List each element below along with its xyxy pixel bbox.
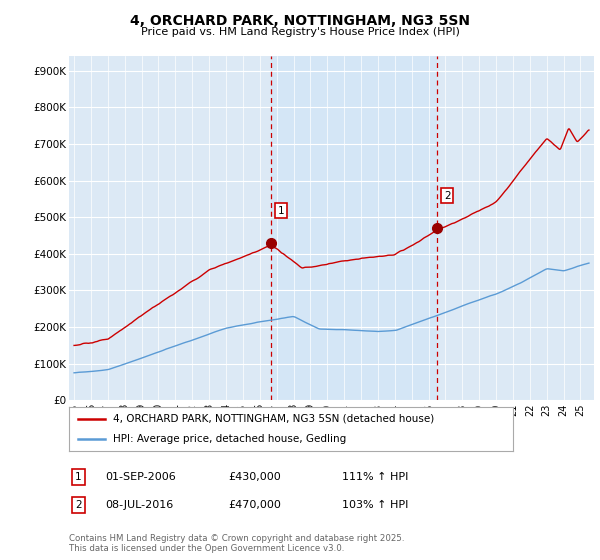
Text: £430,000: £430,000 [228,472,281,482]
Text: £470,000: £470,000 [228,500,281,510]
Bar [271,56,437,400]
Text: 2: 2 [444,191,451,201]
Text: 1: 1 [75,472,82,482]
Text: HPI: Average price, detached house, Gedling: HPI: Average price, detached house, Gedl… [113,434,347,444]
Text: 4, ORCHARD PARK, NOTTINGHAM, NG3 5SN (detached house): 4, ORCHARD PARK, NOTTINGHAM, NG3 5SN (de… [113,414,434,424]
Text: Contains HM Land Registry data © Crown copyright and database right 2025.
This d: Contains HM Land Registry data © Crown c… [69,534,404,553]
Text: Price paid vs. HM Land Registry's House Price Index (HPI): Price paid vs. HM Land Registry's House … [140,27,460,38]
Text: 111% ↑ HPI: 111% ↑ HPI [342,472,409,482]
Text: 4, ORCHARD PARK, NOTTINGHAM, NG3 5SN: 4, ORCHARD PARK, NOTTINGHAM, NG3 5SN [130,14,470,28]
Text: 103% ↑ HPI: 103% ↑ HPI [342,500,409,510]
Text: 2: 2 [75,500,82,510]
Text: 08-JUL-2016: 08-JUL-2016 [105,500,173,510]
Text: 01-SEP-2006: 01-SEP-2006 [105,472,176,482]
Text: 1: 1 [278,206,284,216]
